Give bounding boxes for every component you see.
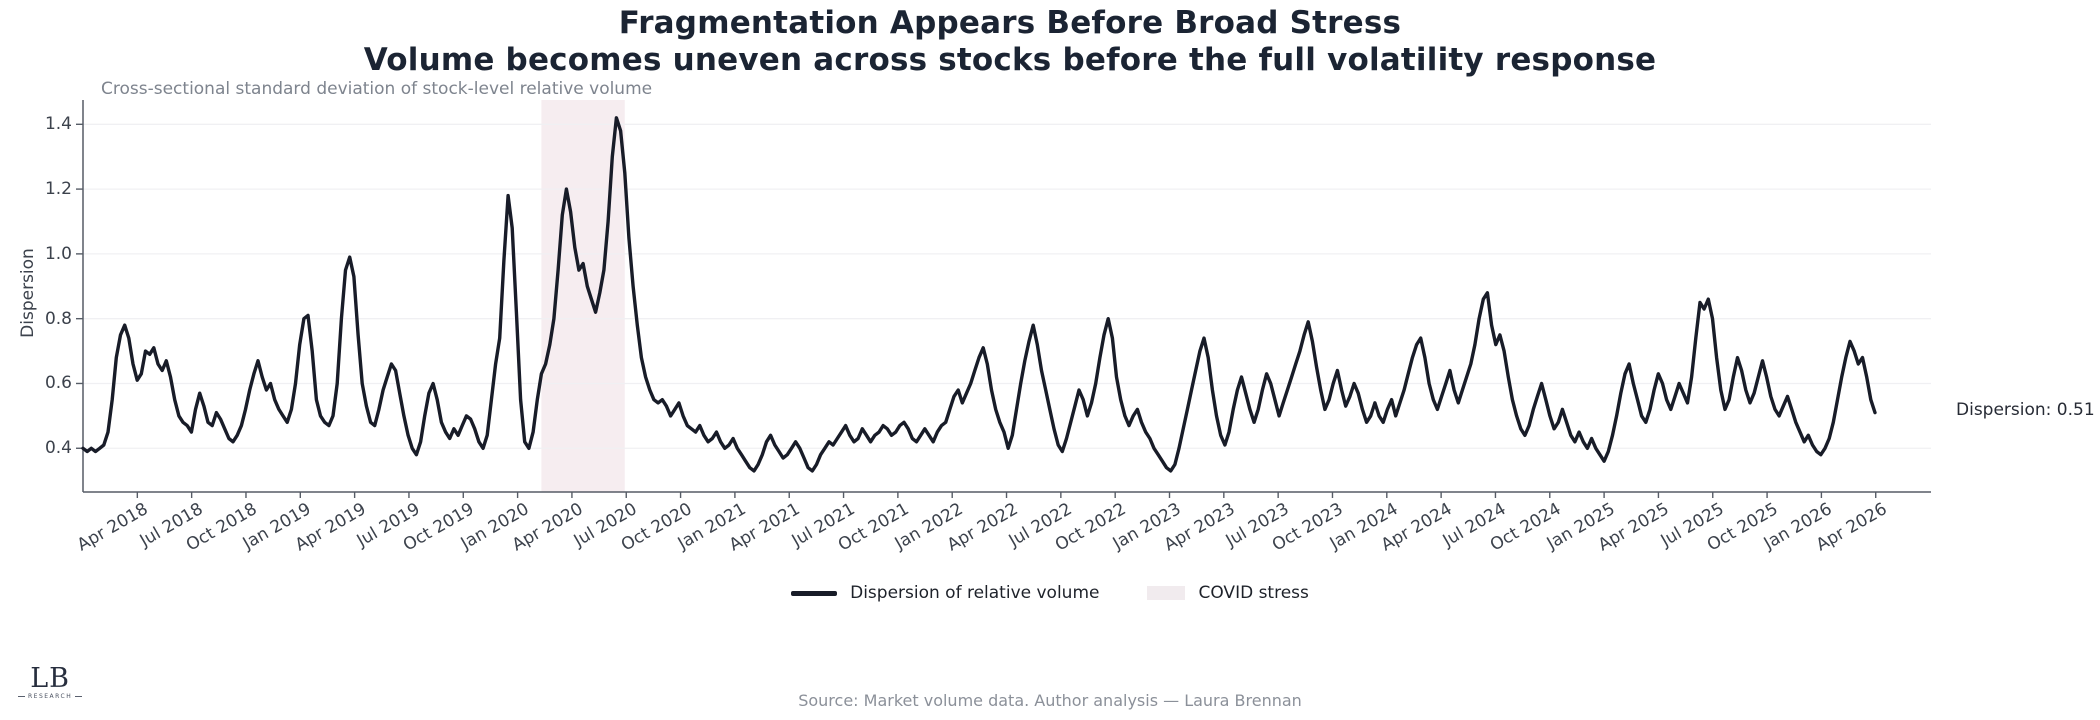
covid-band-swatch xyxy=(1147,586,1186,600)
legend-band-label: COVID stress xyxy=(1198,583,1309,603)
y-tick-label: 1.0 xyxy=(44,243,72,264)
legend-line-label: Dispersion of relative volume xyxy=(850,583,1100,603)
y-tick-label: 0.8 xyxy=(44,308,72,329)
line-series-swatch xyxy=(791,590,838,596)
brand-logo-monogram: LB xyxy=(30,663,71,694)
y-tick-label: 0.6 xyxy=(44,373,72,394)
chart-subtitle: Cross-sectional standard deviation of st… xyxy=(101,79,653,99)
y-tick-label: 0.4 xyxy=(44,438,72,459)
y-tick-label: 1.2 xyxy=(44,179,72,200)
brand-logo: LB RESEARCH xyxy=(18,664,82,700)
brand-logo-subtext: RESEARCH xyxy=(18,693,82,700)
chart-title: Fragmentation Appears Before Broad Stres… xyxy=(0,5,2020,79)
y-tick-label: 1.4 xyxy=(44,114,72,135)
legend: Dispersion of relative volume COVID stre… xyxy=(0,583,2100,603)
legend-item-band: COVID stress xyxy=(1147,583,1309,603)
chart-title-line2: Volume becomes uneven across stocks befo… xyxy=(363,42,1657,78)
source-text: Source: Market volume data. Author analy… xyxy=(798,691,1302,710)
chart-title-line1: Fragmentation Appears Before Broad Stres… xyxy=(618,5,1402,41)
last-value-annotation: Dispersion: 0.51 xyxy=(1956,400,2095,420)
legend-item-line: Dispersion of relative volume xyxy=(791,583,1099,603)
